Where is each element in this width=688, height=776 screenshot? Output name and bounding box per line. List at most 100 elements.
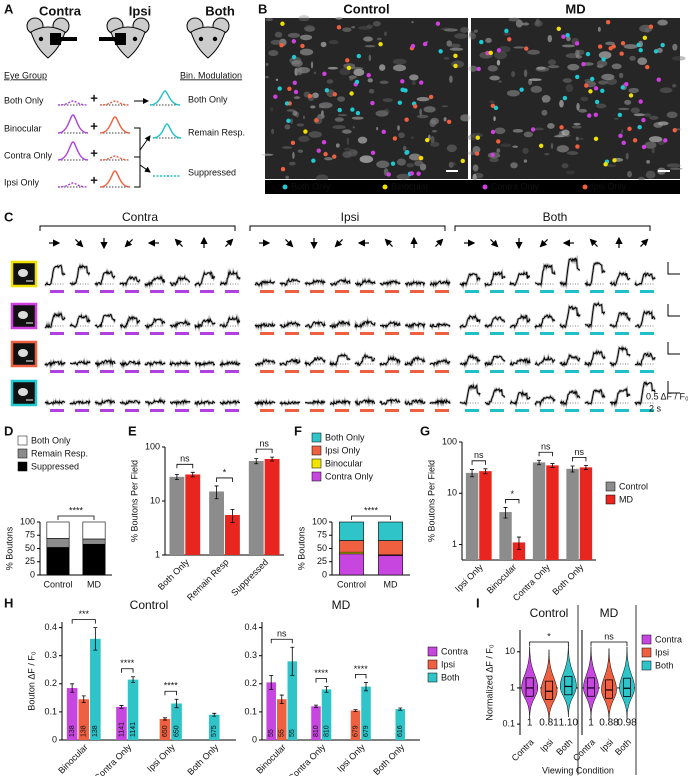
error-bar — [483, 468, 488, 475]
direction-arrow — [124, 239, 133, 248]
bouton-dot — [621, 140, 626, 146]
trace — [379, 280, 401, 286]
stimulus-bar — [515, 370, 529, 373]
stimulus-bar — [225, 409, 239, 412]
texture — [536, 66, 546, 70]
bouton-dot — [475, 135, 480, 140]
bar — [185, 474, 201, 555]
texture — [348, 149, 358, 157]
error-bar — [290, 646, 295, 676]
stimulus-bar — [125, 290, 139, 293]
texture — [472, 164, 479, 172]
trace — [329, 353, 351, 367]
stimulus-bar — [335, 409, 349, 412]
legend-label: Contra — [441, 646, 468, 656]
bar-segment — [82, 543, 106, 576]
texture — [523, 131, 533, 138]
trace — [609, 311, 631, 328]
plus: + — [90, 172, 98, 187]
mouse-head — [190, 26, 226, 59]
trace — [584, 262, 606, 287]
mouse-label: Both — [205, 3, 235, 18]
legend-swatch — [641, 634, 652, 645]
significance-label: ns — [474, 450, 484, 460]
bouton-dot — [332, 92, 337, 97]
stimulus-bar — [200, 332, 214, 335]
bouton-dot — [627, 126, 632, 131]
stimulus-bar — [385, 332, 399, 335]
texture — [379, 64, 386, 71]
bouton-dot — [530, 127, 536, 132]
trace — [379, 398, 401, 406]
texture — [351, 116, 364, 120]
texture — [299, 34, 313, 41]
bar — [99, 37, 115, 41]
legend-swatch — [641, 660, 652, 671]
texture — [392, 58, 407, 65]
texture — [496, 148, 501, 153]
stimulus-bar — [260, 332, 274, 335]
texture — [448, 161, 454, 168]
bouton-dot — [279, 42, 284, 48]
trace — [404, 280, 426, 287]
legend-swatch — [605, 494, 616, 505]
bar — [566, 468, 579, 560]
texture — [290, 118, 293, 124]
legend-dot — [582, 184, 588, 190]
panel-label: A — [4, 1, 14, 16]
texture — [633, 113, 645, 117]
trace — [254, 358, 276, 367]
trace — [354, 318, 376, 329]
bouton-dot — [584, 83, 589, 88]
texture — [342, 27, 352, 33]
texture — [268, 50, 279, 57]
trace — [219, 270, 241, 286]
trace — [169, 360, 191, 367]
significance-bracket — [255, 448, 273, 454]
error-bar — [537, 459, 542, 466]
bar — [225, 515, 240, 555]
texture — [611, 63, 622, 70]
bouton-dot — [290, 140, 296, 145]
x-tick-label: Both — [613, 737, 633, 757]
texture — [416, 114, 429, 119]
stimulus-bar — [435, 370, 449, 373]
texture — [562, 78, 572, 83]
stimulus-bar — [150, 409, 164, 412]
legend-label: Both — [655, 660, 674, 670]
x-tick-label: Ipsi Only — [335, 742, 367, 774]
x-tick-label: Ipsi Only — [453, 562, 485, 594]
y-tick-label: 10 — [505, 646, 515, 656]
texture — [544, 153, 550, 156]
stimulus-bar — [540, 332, 554, 335]
texture — [580, 96, 589, 102]
direction-arrow — [490, 239, 499, 248]
texture — [666, 163, 681, 168]
texture — [511, 71, 516, 78]
texture — [571, 125, 582, 129]
texture — [535, 18, 540, 26]
stimulus-bar — [465, 370, 479, 373]
trace — [534, 314, 556, 329]
n-label: 616 — [397, 725, 404, 737]
stimulus-bar — [590, 409, 604, 412]
bouton-dot — [562, 95, 568, 101]
texture — [343, 147, 352, 151]
bar — [276, 699, 287, 740]
texture — [286, 109, 296, 112]
trace — [379, 321, 401, 329]
panel-label: E — [128, 423, 137, 438]
plus: + — [90, 145, 98, 160]
x-tick-label: Ipsi — [538, 737, 555, 754]
texture — [598, 80, 608, 85]
stimulus-bar — [410, 370, 424, 373]
trace — [459, 273, 481, 287]
stimulus-bar — [125, 332, 139, 335]
y-tick-label: 1 — [510, 682, 515, 692]
texture — [353, 68, 365, 77]
median-label: 1 — [527, 718, 533, 729]
x-tick-label: Both Only — [156, 557, 191, 592]
stimulus-bar — [175, 370, 189, 373]
texture — [409, 74, 419, 81]
plus: + — [90, 118, 98, 133]
